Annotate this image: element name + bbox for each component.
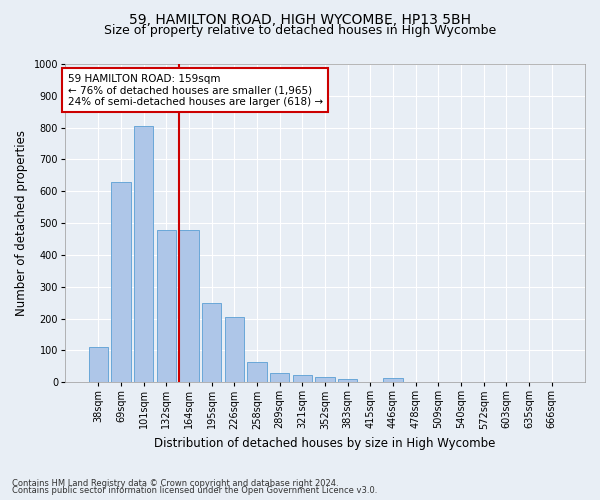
Text: Contains public sector information licensed under the Open Government Licence v3: Contains public sector information licen… <box>12 486 377 495</box>
Bar <box>157 230 176 382</box>
Bar <box>247 362 266 382</box>
Bar <box>338 379 358 382</box>
X-axis label: Distribution of detached houses by size in High Wycombe: Distribution of detached houses by size … <box>154 437 496 450</box>
Bar <box>89 347 108 382</box>
Bar <box>293 375 312 382</box>
Bar <box>179 230 199 382</box>
Bar <box>202 302 221 382</box>
Bar <box>134 126 153 382</box>
Y-axis label: Number of detached properties: Number of detached properties <box>15 130 28 316</box>
Text: 59 HAMILTON ROAD: 159sqm
← 76% of detached houses are smaller (1,965)
24% of sem: 59 HAMILTON ROAD: 159sqm ← 76% of detach… <box>68 74 323 106</box>
Bar <box>316 378 335 382</box>
Bar <box>112 182 131 382</box>
Text: Size of property relative to detached houses in High Wycombe: Size of property relative to detached ho… <box>104 24 496 37</box>
Bar <box>270 372 289 382</box>
Text: Contains HM Land Registry data © Crown copyright and database right 2024.: Contains HM Land Registry data © Crown c… <box>12 478 338 488</box>
Bar <box>383 378 403 382</box>
Bar <box>224 317 244 382</box>
Text: 59, HAMILTON ROAD, HIGH WYCOMBE, HP13 5BH: 59, HAMILTON ROAD, HIGH WYCOMBE, HP13 5B… <box>129 12 471 26</box>
